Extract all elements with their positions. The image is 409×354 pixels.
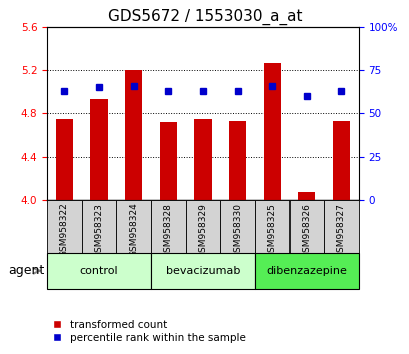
Bar (47, 200, 81, 253)
Bar (324, 200, 358, 253)
Bar (151, 253, 254, 289)
Text: GSM958322: GSM958322 (60, 202, 69, 257)
Bar (228, 121, 246, 200)
Text: GSM958329: GSM958329 (198, 202, 207, 258)
Text: GSM958328: GSM958328 (164, 202, 173, 258)
Bar (254, 253, 358, 289)
Legend: transformed count, percentile rank within the sample: transformed count, percentile rank withi… (42, 315, 249, 347)
Text: GSM958324: GSM958324 (129, 202, 138, 257)
Bar (297, 193, 315, 200)
Bar (332, 121, 349, 200)
Bar (220, 200, 254, 253)
Text: agent: agent (8, 264, 44, 277)
Bar (263, 63, 280, 200)
Text: GDS5672 / 1553030_a_at: GDS5672 / 1553030_a_at (108, 9, 301, 25)
Bar (90, 99, 108, 200)
Bar (185, 200, 220, 253)
Text: control: control (80, 266, 118, 276)
Text: dibenzazepine: dibenzazepine (266, 266, 346, 276)
Text: GSM958323: GSM958323 (94, 202, 103, 258)
Bar (194, 119, 211, 200)
Text: GSM958327: GSM958327 (336, 202, 345, 258)
Bar (56, 119, 73, 200)
Text: bevacizumab: bevacizumab (165, 266, 240, 276)
Bar (47, 253, 151, 289)
Text: GSM958326: GSM958326 (301, 202, 310, 258)
Bar (289, 200, 323, 253)
Text: GSM958325: GSM958325 (267, 202, 276, 258)
Bar (159, 122, 177, 200)
Bar (82, 200, 116, 253)
Bar (151, 200, 185, 253)
Bar (125, 70, 142, 200)
Text: GSM958330: GSM958330 (232, 202, 241, 258)
Bar (116, 200, 151, 253)
Bar (254, 200, 289, 253)
